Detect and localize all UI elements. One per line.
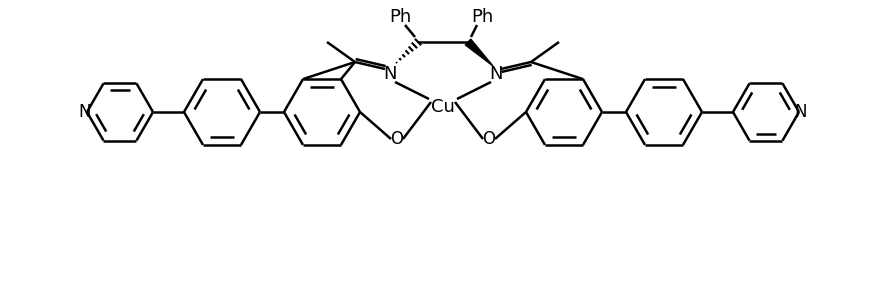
Text: Ph: Ph [470,8,494,26]
Text: N: N [79,103,91,121]
Text: Ph: Ph [389,8,411,26]
Polygon shape [465,39,493,66]
Text: O: O [391,130,403,148]
Text: N: N [489,65,502,83]
Text: O: O [483,130,495,148]
Text: N: N [384,65,397,83]
Text: Cu: Cu [431,98,455,116]
Text: N: N [795,103,807,121]
